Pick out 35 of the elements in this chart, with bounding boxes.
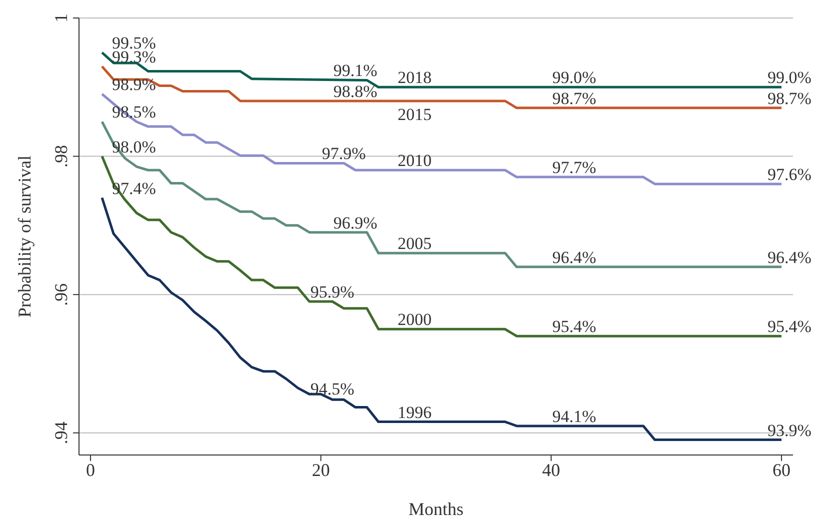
annotation: 97.9% (322, 144, 366, 164)
series-label: 2018 (398, 68, 432, 88)
annotation: 98.9% (112, 75, 156, 94)
x-tick-label: 40 (542, 460, 560, 480)
series-label: 1996 (398, 402, 432, 422)
annotation: 93.9% (768, 420, 812, 440)
x-tick-label: 0 (86, 460, 96, 480)
annotation: 97.6% (768, 164, 812, 184)
annotation: 99.1% (333, 61, 378, 80)
annotation: 98.7% (768, 88, 812, 108)
series-label: 2000 (398, 310, 432, 330)
annotation: 98.8% (333, 82, 378, 101)
y-tick-label: .96 (51, 283, 71, 306)
x-axis-title: Months (408, 499, 464, 519)
series-label: 2010 (398, 151, 432, 170)
annotation: 94.1% (552, 406, 596, 426)
annotation: 95.4% (552, 317, 596, 336)
annotation: 99.0% (768, 68, 812, 88)
annotation: 95.9% (310, 282, 354, 302)
x-tick-label: 60 (772, 460, 790, 480)
annotation: 99.0% (552, 68, 596, 88)
series-label: 2015 (398, 104, 432, 124)
annotation: 98.7% (552, 88, 596, 108)
annotation: 96.4% (768, 248, 812, 267)
x-tick-label: 20 (312, 460, 330, 480)
series-label: 2005 (398, 234, 432, 254)
annotation: 95.4% (768, 317, 812, 336)
annotation: 96.9% (333, 213, 378, 232)
annotation: 97.7% (552, 158, 596, 178)
annotation: 96.4% (552, 248, 596, 267)
y-tick-label: .94 (51, 422, 71, 444)
y-tick-label: 1 (51, 14, 71, 22)
y-axis-title: Probability of survival (14, 156, 34, 318)
y-tick-label: .98 (51, 145, 71, 168)
annotation: 94.5% (310, 379, 354, 398)
